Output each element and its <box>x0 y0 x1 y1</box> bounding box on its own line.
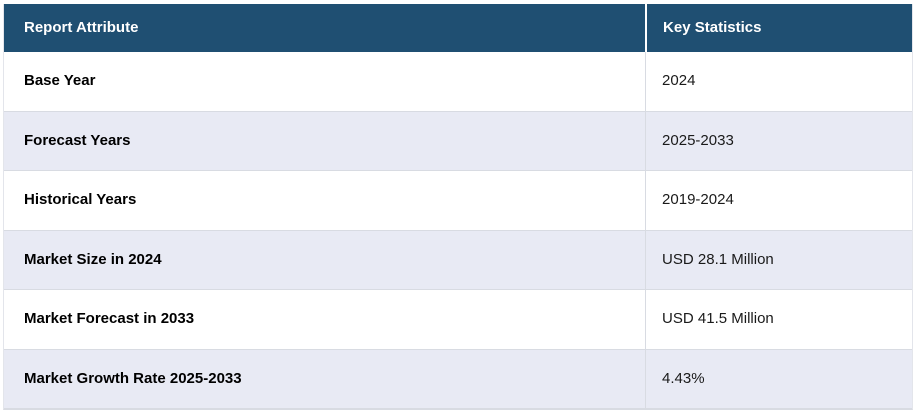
column-header-report-attribute: Report Attribute <box>24 19 139 36</box>
table-row: Base Year 2024 <box>4 52 912 112</box>
attribute-cell: Historical Years <box>24 191 137 209</box>
attribute-cell: Base Year <box>24 72 96 90</box>
attribute-cell: Market Growth Rate 2025-2033 <box>24 369 242 387</box>
table-body: Base Year 2024 Forecast Years 2025-2033 … <box>4 52 912 409</box>
report-statistics-table: Report Attribute Key Statistics Base Yea… <box>3 4 913 410</box>
value-cell: 4.43% <box>645 349 912 408</box>
value-cell: USD 28.1 Million <box>645 230 912 289</box>
value-cell: 2024 <box>645 52 912 111</box>
value-cell: 2019-2024 <box>645 171 912 230</box>
value-cell: 2025-2033 <box>645 111 912 170</box>
table-row: Forecast Years 2025-2033 <box>4 111 912 171</box>
column-header-key-statistics: Key Statistics <box>645 4 912 52</box>
table-row: Market Size in 2024 USD 28.1 Million <box>4 230 912 290</box>
value-cell: USD 41.5 Million <box>645 290 912 349</box>
table-row: Market Growth Rate 2025-2033 4.43% <box>4 349 912 409</box>
table-row: Market Forecast in 2033 USD 41.5 Million <box>4 290 912 350</box>
table-row: Historical Years 2019-2024 <box>4 171 912 231</box>
table-header-row: Report Attribute Key Statistics <box>4 4 912 52</box>
attribute-cell: Market Forecast in 2033 <box>24 310 195 328</box>
attribute-cell: Forecast Years <box>24 131 131 149</box>
attribute-cell: Market Size in 2024 <box>24 250 162 268</box>
